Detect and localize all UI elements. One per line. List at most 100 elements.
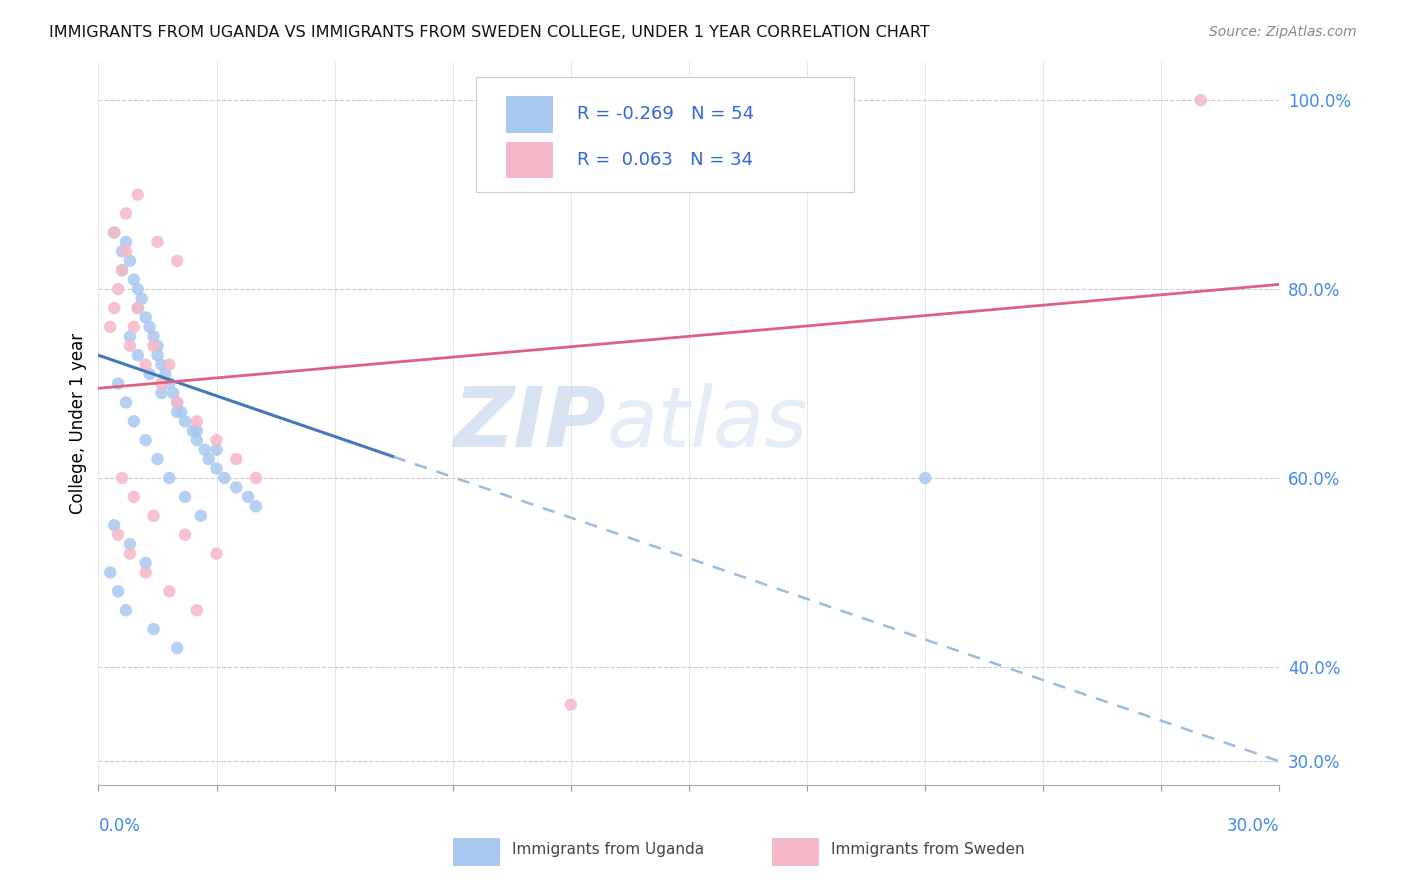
Text: atlas: atlas [606, 384, 808, 464]
Point [225, 480, 247, 494]
Text: Immigrants from Uganda: Immigrants from Uganda [512, 842, 704, 857]
Point [186, 434, 208, 448]
Point [107, 584, 129, 599]
Point [135, 566, 157, 580]
Text: 0.0%: 0.0% [98, 817, 141, 836]
Point [560, 698, 582, 712]
Point [166, 395, 188, 409]
Point [142, 339, 165, 353]
Point [118, 547, 141, 561]
Point [122, 319, 145, 334]
Point [205, 434, 228, 448]
Point [142, 622, 165, 636]
Point [225, 452, 247, 467]
Point [127, 348, 149, 362]
Point [142, 329, 165, 343]
Point [111, 244, 134, 259]
Point [135, 358, 157, 372]
FancyBboxPatch shape [506, 142, 553, 178]
Point [245, 500, 267, 514]
Point [111, 263, 134, 277]
Point [111, 263, 134, 277]
Point [157, 358, 180, 372]
Point [98, 319, 121, 334]
Point [166, 395, 188, 409]
Point [135, 310, 157, 325]
Point [122, 490, 145, 504]
Point [205, 547, 228, 561]
Point [181, 424, 204, 438]
Text: IMMIGRANTS FROM UGANDA VS IMMIGRANTS FROM SWEDEN COLLEGE, UNDER 1 YEAR CORRELATI: IMMIGRANTS FROM UGANDA VS IMMIGRANTS FRO… [49, 25, 929, 40]
Point [122, 273, 145, 287]
Point [103, 226, 125, 240]
Point [150, 386, 173, 401]
Point [127, 301, 149, 315]
Text: Source: ZipAtlas.com: Source: ZipAtlas.com [1209, 25, 1357, 39]
Point [122, 414, 145, 428]
Point [157, 376, 180, 391]
Point [166, 640, 188, 655]
Point [162, 386, 184, 401]
Point [115, 395, 138, 409]
Point [190, 508, 212, 523]
Point [115, 603, 138, 617]
Point [103, 518, 125, 533]
FancyBboxPatch shape [506, 96, 553, 133]
Point [127, 301, 149, 315]
Text: 30.0%: 30.0% [1227, 817, 1279, 836]
Point [118, 339, 141, 353]
Point [150, 358, 173, 372]
Text: ZIP: ZIP [454, 384, 606, 464]
Point [107, 282, 129, 296]
Point [103, 301, 125, 315]
Text: R =  0.063   N = 34: R = 0.063 N = 34 [576, 151, 752, 169]
Point [1189, 93, 1212, 107]
Point [170, 405, 193, 419]
Point [194, 442, 217, 457]
Point [914, 471, 936, 485]
Point [166, 405, 188, 419]
Point [127, 187, 149, 202]
Point [107, 376, 129, 391]
Point [197, 452, 219, 467]
Point [146, 339, 169, 353]
Point [135, 434, 157, 448]
Text: Immigrants from Sweden: Immigrants from Sweden [831, 842, 1025, 857]
Point [142, 508, 165, 523]
Point [174, 527, 197, 541]
Point [146, 235, 169, 249]
Point [127, 282, 149, 296]
Point [115, 235, 138, 249]
FancyBboxPatch shape [453, 838, 501, 866]
Point [157, 584, 180, 599]
Point [186, 424, 208, 438]
Point [174, 490, 197, 504]
Point [166, 253, 188, 268]
Point [245, 471, 267, 485]
Point [118, 537, 141, 551]
Point [205, 442, 228, 457]
Point [111, 471, 134, 485]
Point [174, 414, 197, 428]
Point [236, 490, 259, 504]
Text: R = -0.269   N = 54: R = -0.269 N = 54 [576, 105, 754, 123]
Point [118, 253, 141, 268]
Point [107, 527, 129, 541]
Point [138, 367, 160, 381]
Point [150, 376, 173, 391]
Point [146, 452, 169, 467]
Point [186, 414, 208, 428]
Point [186, 603, 208, 617]
FancyBboxPatch shape [477, 77, 855, 193]
Point [146, 348, 169, 362]
Point [118, 329, 141, 343]
Point [157, 471, 180, 485]
Point [138, 319, 160, 334]
Y-axis label: College, Under 1 year: College, Under 1 year [69, 333, 87, 515]
Point [115, 206, 138, 220]
Point [115, 244, 138, 259]
Point [98, 566, 121, 580]
Point [214, 471, 236, 485]
Point [155, 367, 177, 381]
FancyBboxPatch shape [772, 838, 818, 866]
